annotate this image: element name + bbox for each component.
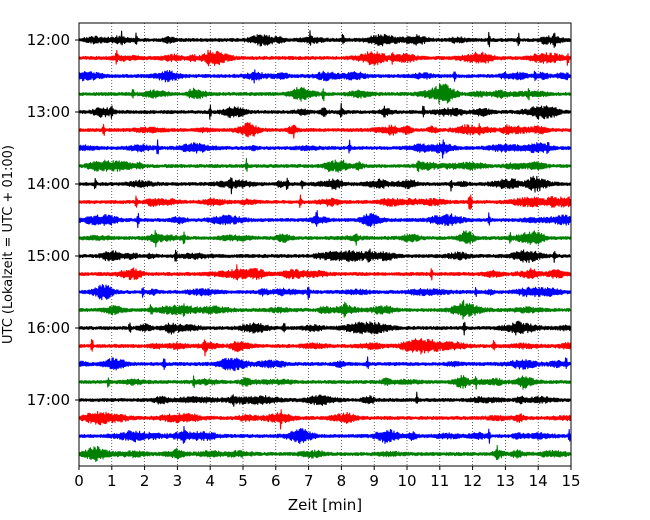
trace-1230 (78, 69, 571, 84)
trace-1515 (78, 264, 571, 281)
y-axis-ticks: 12:00 13:00 14:00 15:00 16:00 17:00 (27, 31, 79, 409)
trace-1200 (78, 30, 571, 48)
y-tick-label: 15:00 (27, 247, 70, 265)
x-tick-label: 6 (271, 472, 281, 490)
trace-1300 (78, 102, 571, 120)
x-tick-label: 12 (463, 472, 482, 490)
x-tick-label: 4 (205, 472, 215, 490)
trace-1345 (78, 157, 571, 173)
trace-1600 (78, 320, 571, 336)
trace-1745 (78, 445, 571, 463)
plot-frame (78, 22, 572, 467)
trace-1645 (78, 374, 571, 390)
x-tick-label: 15 (561, 472, 580, 490)
trace-1400 (78, 175, 571, 195)
x-tick-label: 7 (304, 472, 314, 490)
y-tick-label: 14:00 (27, 175, 70, 193)
trace-1315 (78, 122, 571, 139)
x-tick-label: 11 (430, 472, 449, 490)
x-tick-label: 5 (238, 472, 248, 490)
trace-1530 (78, 284, 571, 301)
trace-1415 (78, 194, 571, 211)
grid-lines (111, 23, 539, 466)
trace-1630 (78, 356, 571, 372)
x-tick-label: 3 (173, 472, 183, 490)
x-tick-label: 1 (107, 472, 117, 490)
x-tick-label: 13 (496, 472, 515, 490)
trace-1330 (78, 139, 571, 159)
trace-series (78, 30, 571, 463)
trace-1430 (78, 210, 571, 229)
x-tick-label: 8 (337, 472, 347, 490)
trace-1615 (78, 338, 571, 357)
trace-1715 (78, 409, 571, 430)
x-tick-label: 14 (529, 472, 548, 490)
x-axis-ticks: 0 1 2 3 4 5 6 7 8 9 10 11 12 13 14 15 (74, 466, 581, 490)
x-axis-label: Zeit [min] (288, 496, 362, 514)
x-tick-label: 9 (369, 472, 379, 490)
trace-1245 (78, 83, 571, 105)
trace-1700 (78, 391, 571, 407)
x-tick-label: 2 (140, 472, 150, 490)
x-tick-label: 0 (74, 472, 84, 490)
trace-1730 (78, 426, 571, 445)
y-tick-label: 12:00 (27, 31, 70, 49)
trace-1545 (78, 299, 571, 320)
trace-1445 (78, 229, 571, 248)
x-tick-label: 10 (397, 472, 416, 490)
y-tick-label: 13:00 (27, 103, 70, 121)
trace-1500 (78, 248, 571, 264)
y-axis-label: UTC (Lokalzeit = UTC + 01:00) (1, 145, 16, 344)
y-tick-label: 16:00 (27, 319, 70, 337)
y-tick-label: 17:00 (27, 391, 70, 409)
trace-1215 (78, 49, 571, 67)
